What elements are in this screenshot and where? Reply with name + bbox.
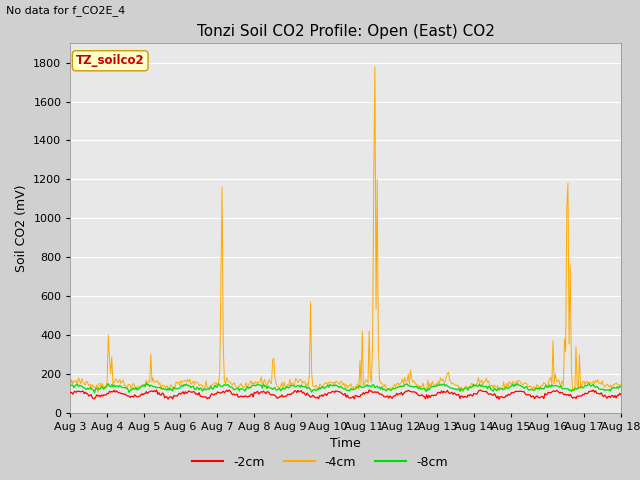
Text: No data for f_CO2E_4: No data for f_CO2E_4 xyxy=(6,5,125,16)
Y-axis label: Soil CO2 (mV): Soil CO2 (mV) xyxy=(15,184,28,272)
Text: TZ_soilco2: TZ_soilco2 xyxy=(76,54,145,67)
X-axis label: Time: Time xyxy=(330,437,361,450)
Legend: -2cm, -4cm, -8cm: -2cm, -4cm, -8cm xyxy=(187,451,453,474)
Title: Tonzi Soil CO2 Profile: Open (East) CO2: Tonzi Soil CO2 Profile: Open (East) CO2 xyxy=(196,24,495,39)
